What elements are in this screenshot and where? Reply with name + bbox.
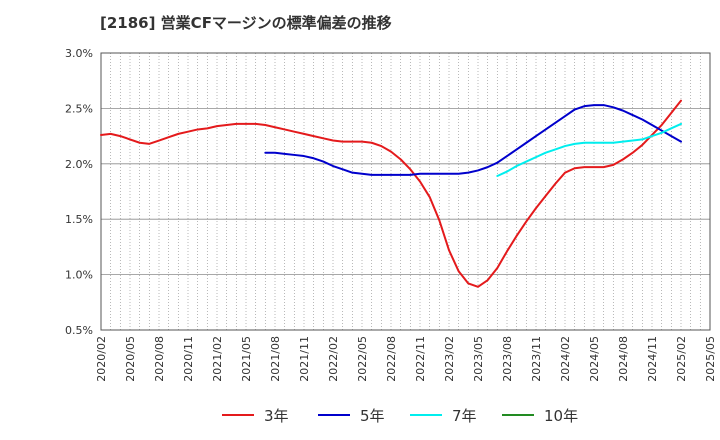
x-tick-label: 2022/05	[356, 336, 369, 382]
line-chart: 0.5%1.0%1.5%2.0%2.5%3.0% 2020/02 2020/05 2…	[65, 47, 717, 382]
x-tick-label: 2022/02	[327, 336, 340, 382]
series-line-7年	[496, 122, 682, 177]
x-tick-label: 2021/08	[269, 336, 282, 382]
x-tick-label: 2021/11	[298, 336, 311, 382]
legend-label: 7年	[452, 406, 477, 425]
x-tick-label: 2024/11	[646, 336, 659, 382]
x-tick-label: 2023/11	[530, 336, 543, 382]
x-tick-label: 2023/05	[472, 336, 485, 382]
x-tick-label: 2020/05	[124, 336, 137, 382]
legend-item: 7年	[410, 402, 477, 428]
legend-swatch	[502, 414, 534, 416]
x-tick-label: 2023/02	[443, 336, 456, 382]
chart-title: [2186] 営業CFマージンの標準偏差の推移	[100, 14, 392, 32]
legend-label: 10年	[544, 406, 579, 425]
legend: 3年 5年 7年 10年	[0, 402, 720, 428]
plot-frame	[100, 52, 711, 331]
y-tick-label: 2.5%	[65, 102, 93, 115]
x-tick-label: 2022/08	[385, 336, 398, 382]
y-tick-label: 1.5%	[65, 213, 93, 226]
legend-item: 3年	[222, 402, 289, 428]
y-axis: 0.5% 1.0% 1.5% 2.0% 2.5% 3.0%	[65, 47, 93, 337]
grid	[100, 52, 711, 331]
legend-swatch	[410, 414, 442, 416]
legend-label: 5年	[360, 406, 385, 425]
y-tick-label: 3.0%	[65, 47, 93, 60]
legend-item: 5年	[318, 402, 385, 428]
x-tick-label: 2025/05	[704, 336, 717, 382]
x-tick-label: 2022/11	[414, 336, 427, 382]
x-tick-label: 2020/11	[182, 336, 195, 382]
legend-item: 10年	[502, 402, 578, 428]
x-tick-label: 2020/02	[95, 336, 108, 382]
legend-swatch	[318, 414, 350, 416]
series-line-3年	[100, 99, 682, 288]
y-tick-label: 0.5%	[65, 324, 93, 337]
x-tick-label: 2024/05	[588, 336, 601, 382]
x-tick-label: 2024/02	[559, 336, 572, 382]
legend-label: 3年	[264, 406, 289, 425]
y-tick-label: 1.0%	[65, 269, 93, 282]
series-lines	[100, 99, 682, 288]
x-tick-label: 2021/05	[240, 336, 253, 382]
x-tick-label: 2025/02	[675, 336, 688, 382]
plot-border	[100, 52, 711, 331]
y-tick-label: 2.0%	[65, 158, 93, 171]
x-tick-label: 2023/08	[501, 336, 514, 382]
x-tick-label: 2024/08	[617, 336, 630, 382]
legend-swatch	[222, 414, 254, 416]
x-axis: 2020/02 2020/05 2020/08 2020/11 2021/02 2021/…	[95, 336, 717, 382]
x-tick-label: 2020/08	[153, 336, 166, 382]
x-tick-label: 2021/02	[211, 336, 224, 382]
series-line-5年	[264, 104, 682, 176]
